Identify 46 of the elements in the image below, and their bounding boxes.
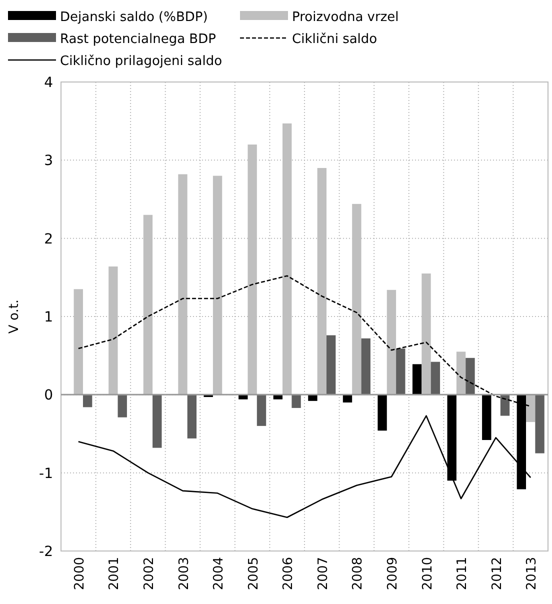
x-tick-label: 2001 — [107, 557, 122, 590]
x-tick-label: 2012 — [490, 557, 505, 590]
x-tick-label: 2006 — [281, 557, 296, 590]
x-tick-label: 2003 — [176, 557, 192, 590]
x-tick-label: 2002 — [142, 557, 157, 590]
y-tick-label: -1 — [39, 466, 53, 482]
x-tick-label: 2009 — [385, 557, 400, 590]
bar — [256, 394, 266, 426]
bar — [82, 394, 92, 408]
bar — [326, 335, 336, 395]
y-tick-label: 4 — [44, 75, 54, 91]
bar — [535, 394, 544, 454]
x-tick-label: 2011 — [455, 557, 470, 590]
x-tick-label: 2000 — [72, 557, 88, 590]
bar — [466, 358, 475, 395]
legend-label: Rast potencialnega BDP — [60, 32, 216, 47]
bar — [500, 394, 510, 416]
y-tick-label: 3 — [44, 153, 53, 170]
bar — [456, 352, 466, 395]
legend-label: Proizvodna vrzel — [292, 10, 399, 25]
legend-label: Ciklično prilagojeni saldo — [60, 54, 222, 69]
bar — [152, 394, 162, 448]
bar — [378, 394, 387, 431]
bar — [482, 394, 492, 440]
y-axis-title: V o.t. — [7, 299, 22, 334]
y-tick-label: -2 — [39, 544, 53, 560]
y-tick-label: 2 — [44, 231, 53, 248]
bar — [430, 362, 440, 395]
x-tick-label: 2013 — [524, 557, 540, 590]
x-tick-label: 2010 — [420, 557, 436, 590]
bar — [118, 394, 127, 418]
bar — [526, 394, 536, 422]
x-tick-label: 2005 — [246, 557, 262, 590]
y-tick-label: 0 — [44, 388, 53, 404]
bar — [361, 338, 370, 395]
x-tick-label: 2007 — [316, 557, 331, 590]
legend-label: Ciklični saldo — [292, 32, 378, 47]
y-tick-label: 1 — [44, 310, 53, 326]
bar — [412, 364, 422, 395]
bar — [187, 394, 197, 438]
x-tick-label: 2008 — [350, 557, 366, 590]
x-tick-label: 2004 — [212, 557, 227, 590]
bar — [396, 348, 406, 395]
bar — [292, 394, 301, 408]
bar — [308, 394, 318, 401]
legend-label: Dejanski saldo (%BDP) — [60, 10, 208, 25]
